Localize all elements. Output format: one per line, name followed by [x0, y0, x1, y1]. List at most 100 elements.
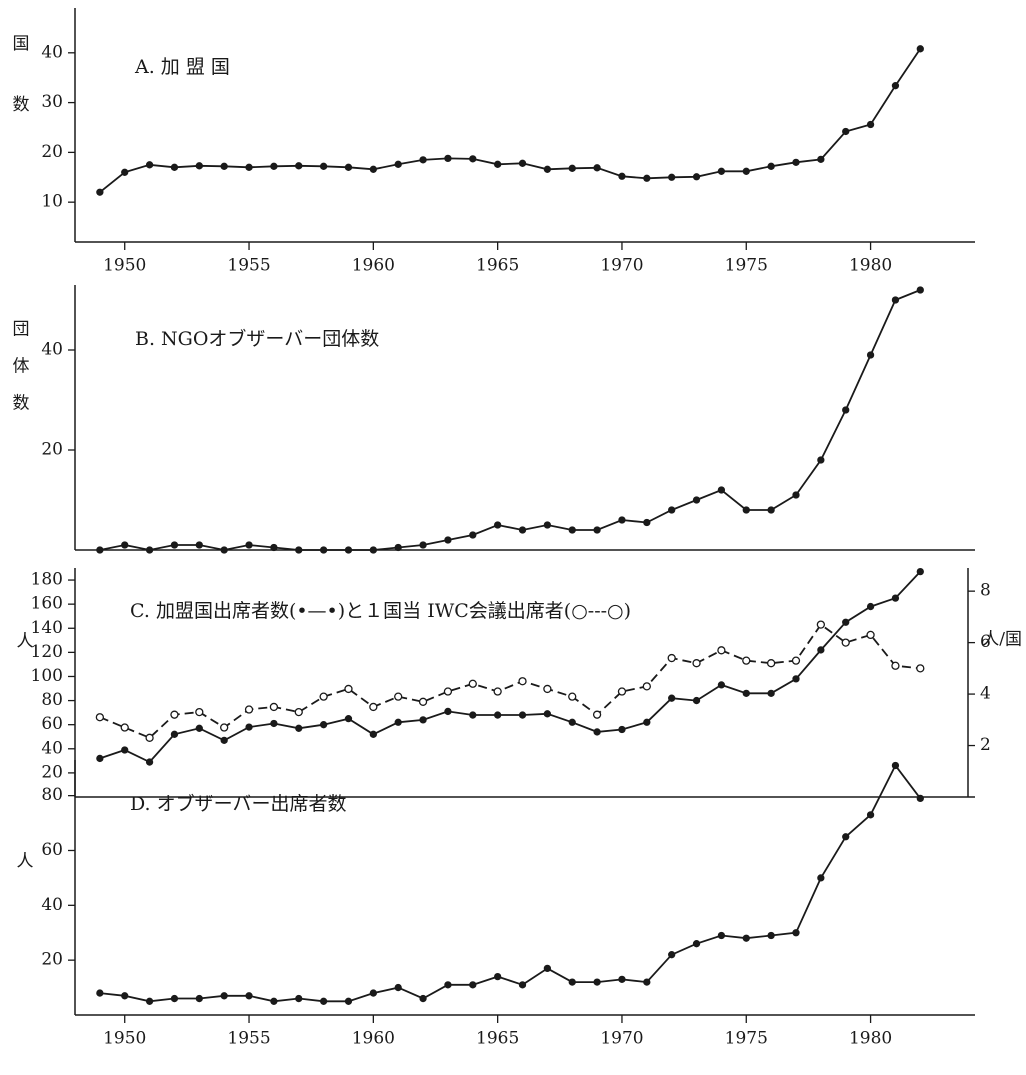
data-point — [444, 981, 452, 989]
data-point — [817, 646, 825, 654]
series-line — [99, 570, 921, 764]
data-point — [792, 929, 800, 937]
data-point — [866, 351, 875, 359]
data-point — [295, 546, 303, 554]
data-point — [842, 618, 850, 626]
data-point — [891, 296, 900, 304]
data-point — [295, 724, 303, 732]
data-point — [568, 978, 576, 986]
data-point — [444, 154, 452, 163]
data-point — [866, 602, 875, 611]
data-point — [742, 506, 750, 514]
data-point — [369, 702, 378, 712]
data-point — [866, 630, 875, 640]
data-point — [916, 567, 924, 576]
x-tick-label: 1965 — [476, 1029, 519, 1049]
data-point — [817, 874, 825, 882]
y-tick-label: 10 — [41, 192, 63, 212]
data-point — [717, 486, 726, 494]
data-point — [767, 506, 775, 514]
data-point — [344, 997, 353, 1005]
data-point — [270, 543, 278, 552]
data-point — [394, 543, 402, 552]
y-tick-label: 20 — [41, 142, 63, 162]
data-point — [767, 931, 775, 940]
data-point — [319, 162, 328, 170]
data-point — [866, 120, 875, 129]
data-point — [642, 682, 651, 691]
x-tick-label: 1955 — [227, 1029, 270, 1049]
data-point — [170, 163, 179, 171]
y-axis-label: 人 — [13, 851, 34, 868]
data-point — [891, 82, 900, 90]
data-point — [643, 978, 651, 986]
chart-title: A. 加 盟 国 — [134, 56, 230, 78]
data-point — [369, 989, 377, 997]
data-point — [245, 992, 253, 1000]
data-point — [469, 155, 477, 163]
y-tick-label: 40 — [41, 42, 63, 62]
data-point — [96, 754, 104, 763]
data-point — [668, 951, 676, 959]
data-point — [767, 689, 775, 697]
data-point — [593, 978, 601, 986]
data-point — [419, 541, 427, 549]
data-point — [170, 994, 179, 1003]
data-point — [419, 156, 427, 164]
data-point — [369, 165, 377, 173]
data-point — [443, 687, 453, 696]
data-point — [294, 707, 303, 717]
data-point — [916, 794, 924, 803]
data-point — [444, 536, 452, 544]
data-point — [891, 661, 900, 670]
data-point — [493, 687, 502, 696]
data-point — [494, 160, 502, 168]
x-tick-label: 1960 — [352, 1029, 395, 1049]
y-tick-label: 40 — [41, 340, 63, 360]
data-point — [469, 981, 477, 989]
data-point — [618, 725, 626, 734]
y2-axis-label: 人/国 — [982, 630, 1022, 650]
data-point — [742, 934, 750, 942]
data-point — [319, 546, 328, 554]
data-point — [269, 702, 279, 712]
x-tick-label: 1975 — [725, 256, 768, 276]
data-point — [518, 711, 527, 719]
data-point — [319, 721, 328, 729]
data-point — [742, 167, 750, 175]
y-axis-label: 人 — [13, 631, 34, 648]
data-point — [418, 697, 428, 706]
y-tick-label: 180 — [31, 570, 63, 590]
y-tick-label: 40 — [41, 738, 63, 758]
data-point — [419, 716, 427, 724]
data-point — [444, 707, 452, 716]
data-point — [344, 546, 353, 554]
data-point — [543, 165, 552, 173]
data-point — [468, 679, 477, 688]
y2-tick-label: 6 — [980, 632, 991, 652]
data-point — [95, 713, 105, 722]
data-point — [717, 931, 726, 940]
data-point — [319, 997, 328, 1005]
data-point — [344, 163, 353, 171]
data-point — [121, 992, 129, 1000]
data-point — [195, 162, 203, 170]
data-point — [518, 677, 527, 686]
data-point — [668, 173, 676, 181]
data-point — [543, 521, 552, 529]
data-point — [841, 638, 850, 647]
data-point — [494, 521, 502, 529]
data-point — [817, 155, 825, 164]
data-point — [742, 656, 751, 665]
data-point — [394, 983, 402, 992]
y-tick-label: 30 — [41, 92, 63, 112]
data-point — [245, 163, 253, 171]
data-point — [618, 975, 626, 984]
y-axis-label: 団体数 — [9, 320, 30, 431]
y-tick-label: 60 — [41, 714, 63, 734]
data-point — [916, 664, 925, 673]
y2-tick-label: 8 — [980, 581, 991, 601]
data-point — [270, 997, 278, 1005]
data-point — [692, 496, 701, 504]
data-point — [270, 719, 278, 728]
